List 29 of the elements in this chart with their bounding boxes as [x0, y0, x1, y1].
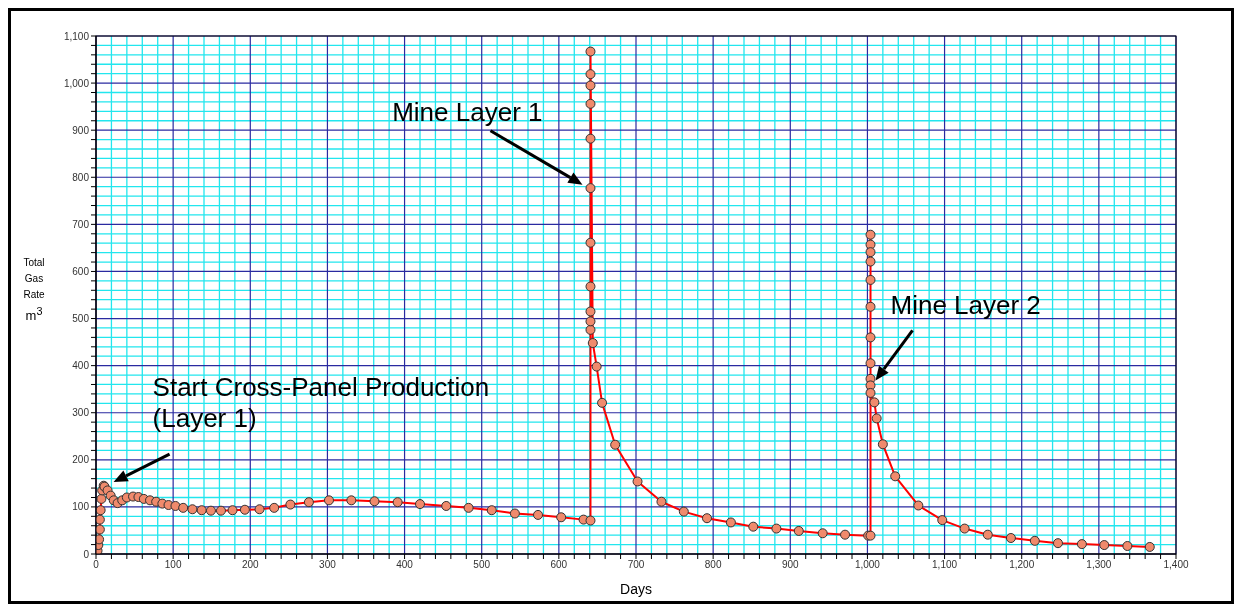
y-tick-label: 700: [72, 218, 90, 230]
y-tick-label: 600: [72, 266, 90, 277]
y-tick-label: 100: [72, 501, 90, 513]
x-tick-label: 700: [627, 559, 645, 571]
x-tick-label: 400: [396, 559, 414, 571]
x-tick-label: 600: [550, 559, 568, 571]
x-tick-label: 800: [704, 559, 722, 571]
x-tick-label: 100: [164, 559, 182, 571]
y-tick-label: 900: [72, 124, 90, 136]
x-tick-label: 1,000: [854, 559, 881, 571]
y-tick-label: 200: [72, 454, 90, 466]
x-tick-label: 1,300: [1086, 559, 1112, 571]
y-tick-label: 800: [72, 171, 90, 183]
x-tick-label: 200: [241, 559, 260, 571]
x-tick-label: 1,200: [1009, 559, 1035, 571]
y-tick-label: 1,100: [63, 30, 90, 42]
x-tick-label: 1,400: [1163, 559, 1189, 571]
x-tick-label: 900: [781, 559, 800, 571]
x-tick-label: 300: [319, 559, 337, 571]
y-tick-label: 400: [72, 360, 90, 372]
x-tick-label: 0: [93, 559, 100, 571]
y-tick-label: 1,000: [63, 77, 90, 89]
y-tick-label: 300: [72, 407, 90, 419]
x-tick-label: 1,100: [932, 559, 958, 571]
x-tick-label: 500: [473, 559, 491, 571]
y-tick-label: 500: [72, 313, 90, 325]
y-axis-title: Total Gas Rate m$^{3}$: [22, 256, 46, 325]
y-tick-label: 0: [83, 548, 90, 560]
x-axis-title: Days: [620, 581, 652, 597]
